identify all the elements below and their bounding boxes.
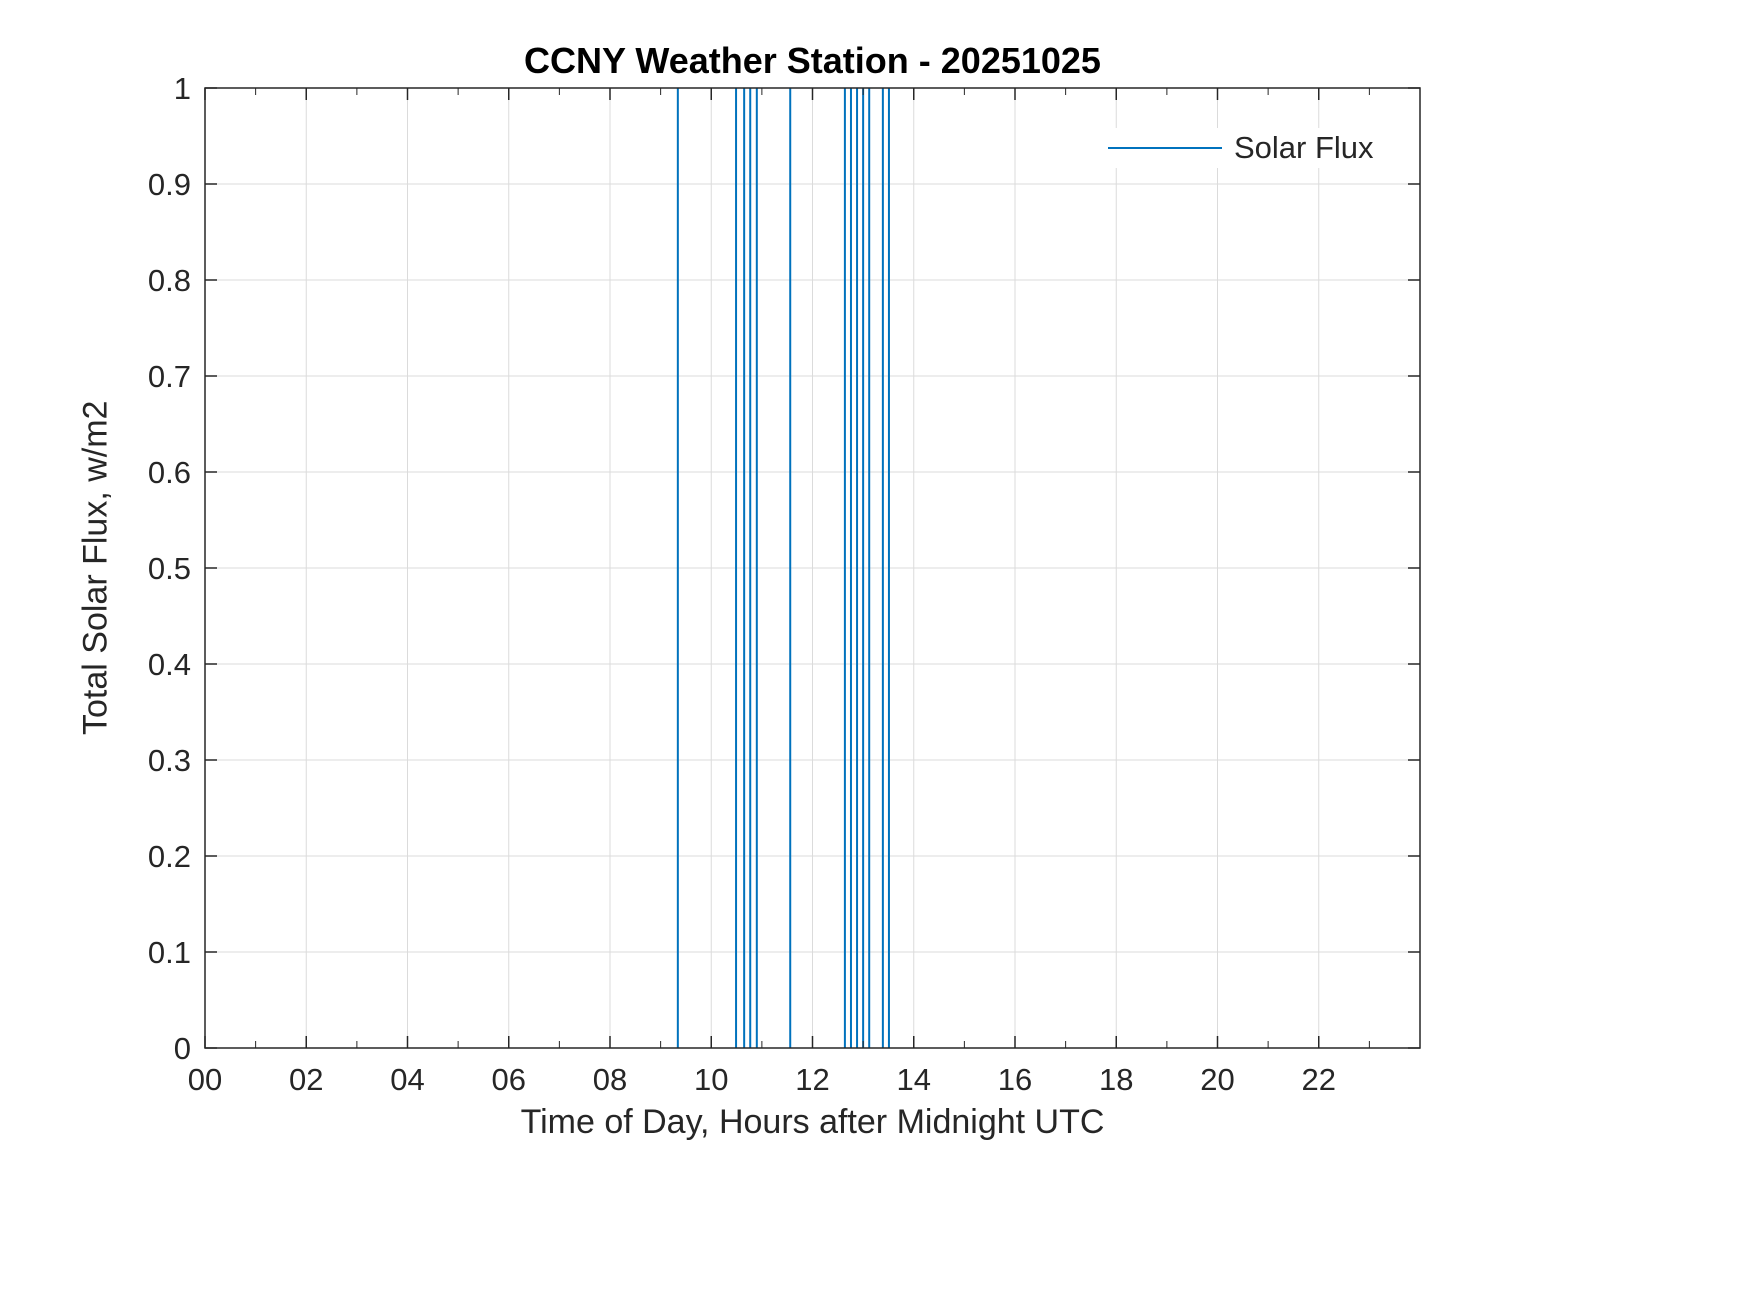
y-tick-label: 0.7 [148,359,191,394]
x-tick-label: 04 [390,1062,424,1097]
x-tick-label: 20 [1200,1062,1234,1097]
y-tick-label: 0.9 [148,167,191,202]
x-tick-label: 10 [694,1062,728,1097]
y-tick-label: 0 [174,1031,191,1066]
x-tick-label: 16 [998,1062,1032,1097]
x-tick-label: 18 [1099,1062,1133,1097]
x-tick-label: 00 [188,1062,222,1097]
legend: Solar Flux [1100,128,1380,168]
chart-title: CCNY Weather Station - 20251025 [524,40,1101,81]
y-axis-label: Total Solar Flux, w/m2 [76,400,115,736]
y-tick-label: 0.3 [148,743,191,778]
x-tick-label: 08 [593,1062,627,1097]
y-tick-label: 0.6 [148,455,191,490]
x-tick-label: 02 [289,1062,323,1097]
y-tick-label: 0.2 [148,839,191,874]
x-tick-label: 12 [795,1062,829,1097]
y-tick-label: 0.1 [148,935,191,970]
y-tick-label: 0.5 [148,551,191,586]
x-axis-label: Time of Day, Hours after Midnight UTC [520,1103,1105,1141]
x-tick-label: 06 [492,1062,526,1097]
y-tick-label: 1 [174,71,191,106]
y-tick-label: 0.4 [148,647,191,682]
legend-line-sample [1108,147,1222,149]
legend-label: Solar Flux [1234,130,1374,165]
y-tick-label: 0.8 [148,263,191,298]
x-tick-label: 22 [1302,1062,1336,1097]
x-tick-label: 14 [897,1062,931,1097]
